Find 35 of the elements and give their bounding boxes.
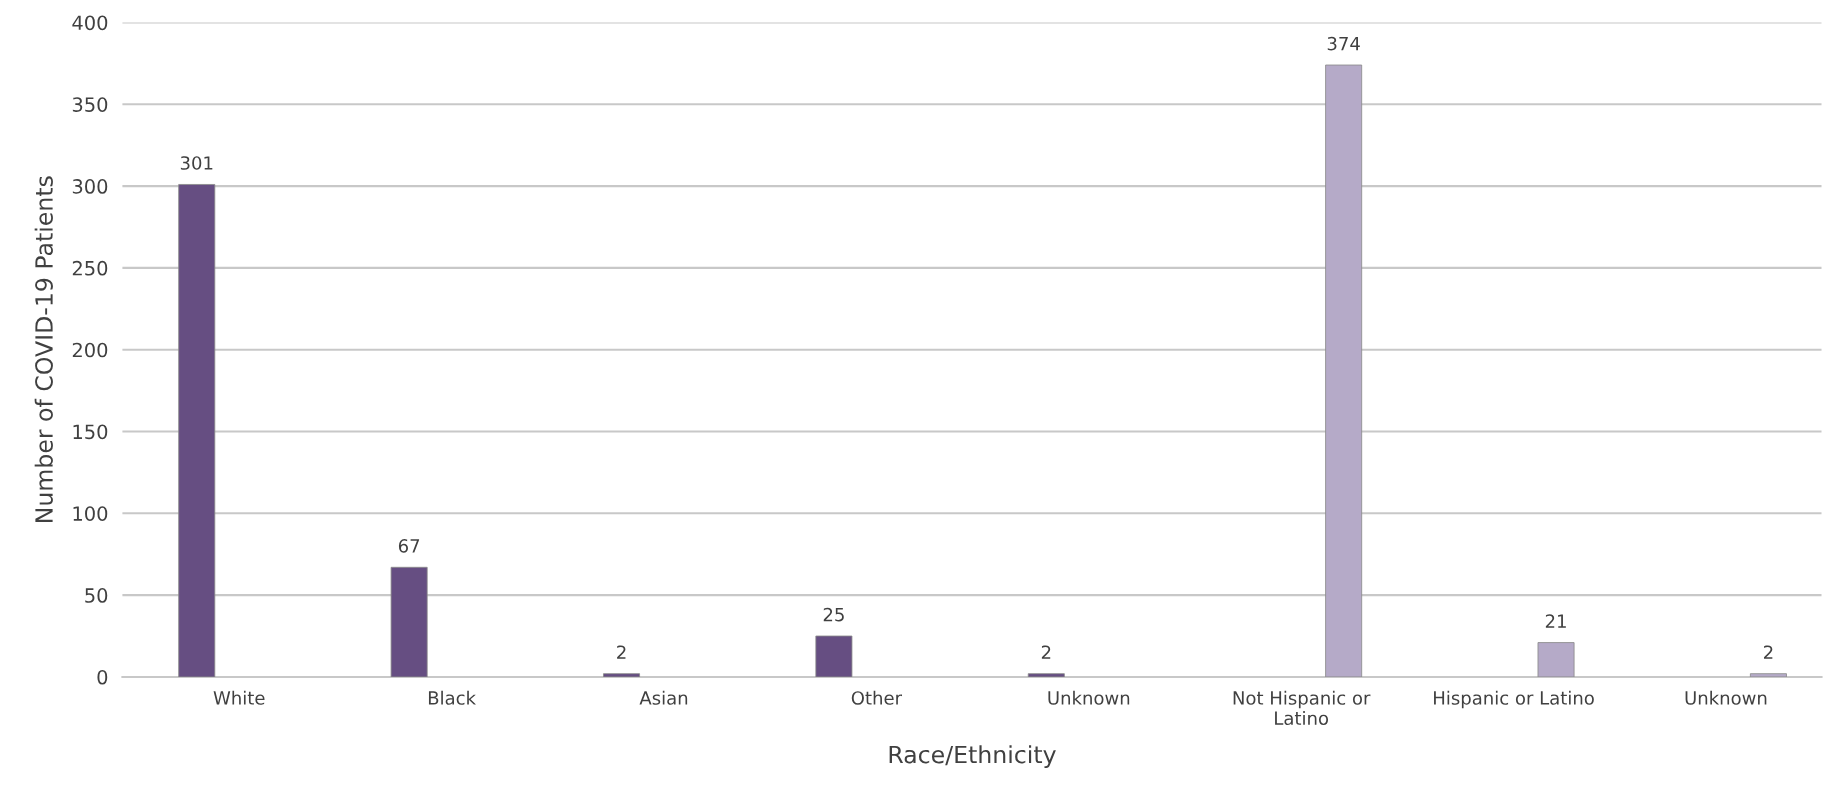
bar bbox=[390, 566, 428, 677]
x-tick-label: Unknown bbox=[1685, 690, 1767, 705]
bar bbox=[1537, 642, 1575, 677]
bar bbox=[178, 184, 216, 677]
y-tick-label: 150 bbox=[73, 424, 108, 440]
bar bbox=[1325, 64, 1363, 677]
x-tick-label: Black bbox=[428, 690, 476, 705]
x-tick-label: White bbox=[213, 690, 265, 705]
y-tick-label: 300 bbox=[72, 179, 108, 194]
data-label: 2 bbox=[1041, 645, 1051, 659]
x-tick-label: Other bbox=[851, 690, 903, 705]
data-label: 21 bbox=[1545, 614, 1566, 628]
y-tick-label: 350 bbox=[72, 97, 108, 112]
data-label: 301 bbox=[180, 156, 213, 170]
y-tick-label: 0 bbox=[97, 669, 108, 685]
y-tick-label: 100 bbox=[73, 506, 108, 521]
x-tick-label: Hispanic or Latino bbox=[1434, 690, 1594, 709]
bar bbox=[1027, 673, 1065, 677]
y-axis-title: Number of COVID-19 Patients bbox=[34, 176, 53, 522]
y-tick-label: 250 bbox=[72, 260, 108, 276]
data-label: 2 bbox=[1764, 645, 1773, 659]
y-tick-label: 200 bbox=[72, 342, 108, 358]
data-label: 67 bbox=[398, 539, 420, 553]
x-tick-label: Unknown bbox=[1048, 690, 1130, 705]
bar bbox=[1749, 673, 1787, 677]
x-tick-label: Not Hispanic or Latino bbox=[1233, 690, 1371, 726]
y-tick-label: 50 bbox=[85, 588, 108, 603]
x-axis-title: Race/Ethnicity bbox=[889, 745, 1056, 769]
data-label: 25 bbox=[823, 607, 844, 622]
bar bbox=[603, 673, 640, 677]
bar bbox=[815, 635, 853, 677]
y-tick-label: 400 bbox=[72, 15, 108, 31]
data-label: 2 bbox=[617, 645, 626, 659]
x-tick-label: Asian bbox=[639, 690, 688, 705]
data-label: 374 bbox=[1327, 36, 1360, 51]
